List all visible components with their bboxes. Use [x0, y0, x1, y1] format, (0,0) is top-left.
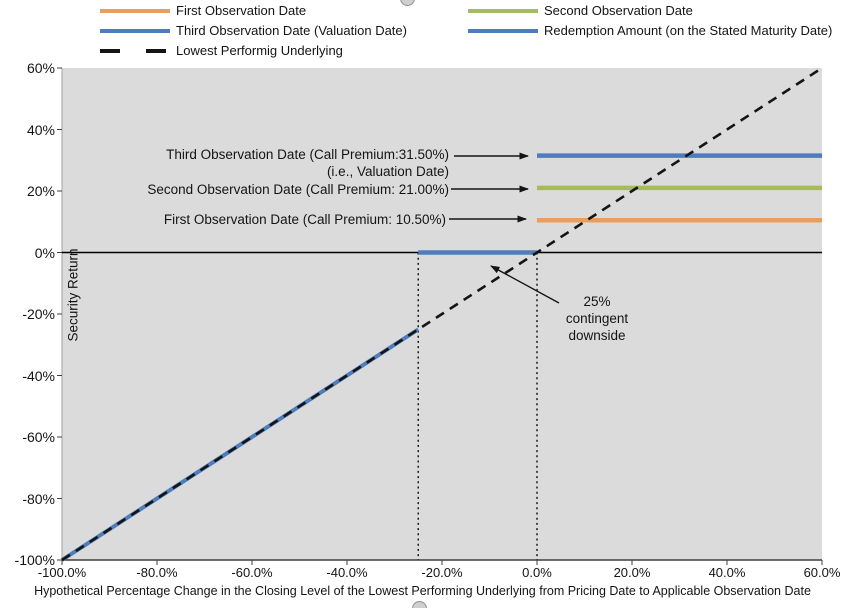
first-observation-callout-line: First Observation Date (Call Premium: 10… [163, 212, 446, 227]
x-tick-label: 20.0% [613, 565, 651, 580]
y-tick-label: 0% [34, 244, 55, 261]
x-axis-title: Hypothetical Percentage Change in the Cl… [34, 584, 811, 598]
first-observation-callout: First Observation Date (Call Premium: 10… [116, 211, 446, 228]
x-tick-label: -40.0% [326, 565, 368, 580]
legend-item-label: Second Observation Date [544, 3, 693, 18]
legend-item-label: First Observation Date [176, 3, 307, 18]
y-tick-label: -80% [22, 490, 55, 507]
annotation-arrow [490, 265, 560, 304]
third-observation-callout-line: Third Observation Date (Call Premium:31.… [166, 147, 449, 162]
y-tick-label: -100% [14, 552, 55, 568]
legend-item-label: Redemption Amount (on the Stated Maturit… [544, 23, 833, 38]
x-tick-label: 0.0% [522, 565, 552, 580]
y-tick-label: 40% [26, 121, 55, 138]
second-observation-callout-line: Second Observation Date (Call Premium: 2… [147, 182, 449, 197]
legend-line-swatch [468, 29, 538, 33]
x-tick-label: -20.0% [421, 565, 463, 580]
legend-dashed-swatch [100, 49, 166, 53]
y-tick-label: -40% [22, 367, 55, 384]
underlying-dashed-line [61, 66, 823, 562]
contingent-downside-callout-line: downside [568, 328, 626, 343]
legend-line-swatch [468, 9, 538, 13]
legend-line-swatch [100, 9, 170, 13]
y-tick-label: 60% [26, 60, 55, 76]
y-tick-label: -20% [22, 306, 55, 322]
legend-line-swatch [100, 29, 170, 33]
legend-item-label: Lowest Performig Underlying [176, 43, 343, 58]
x-tick-label: -60.0% [231, 565, 273, 580]
x-tick-label: 40.0% [708, 565, 746, 580]
y-tick-label: 20% [26, 183, 55, 199]
y-tick-label: -60% [22, 429, 55, 445]
y-axis-title: Security Return [65, 248, 81, 342]
contingent-downside-callout-line: contingent [565, 311, 629, 326]
third-observation-callout-line: (i.e., Valuation Date) [326, 164, 449, 179]
contingent-downside-callout-line: 25% [583, 294, 611, 309]
third-observation-callout: Third Observation Date (Call Premium:31.… [129, 146, 449, 180]
x-tick-label: -80.0% [136, 565, 178, 580]
x-tick-label: -100.0% [37, 565, 87, 580]
contingent-downside-callout: 25% contingent downside [566, 293, 628, 344]
legend-item-label: Third Observation Date (Valuation Date) [176, 23, 407, 38]
x-tick-label: 60.0% [803, 565, 841, 580]
second-observation-callout: Second Observation Date (Call Premium: 2… [119, 181, 449, 198]
